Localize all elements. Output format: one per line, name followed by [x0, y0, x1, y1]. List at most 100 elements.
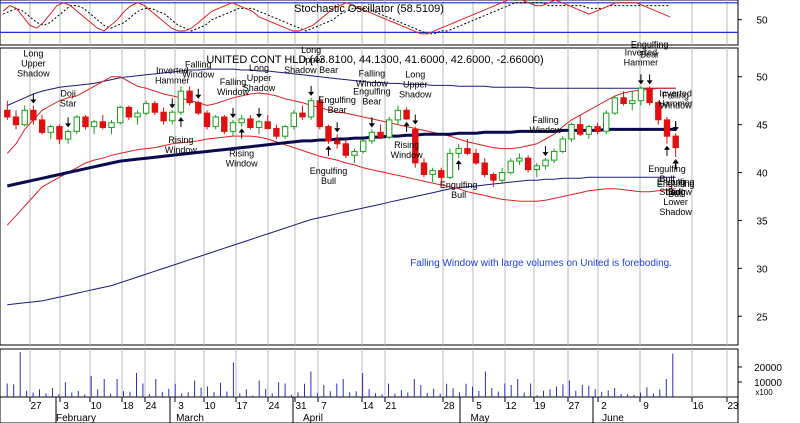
candle-down	[38, 119, 46, 133]
candle-up	[290, 112, 298, 127]
x-tick-label: 12	[505, 401, 517, 412]
annotation-label: Hammer	[155, 75, 190, 85]
envelope-upper-line	[6, 76, 676, 154]
annotation-label: Bull	[451, 190, 466, 200]
candle-up	[629, 100, 636, 105]
x-tick-label: 31	[295, 401, 307, 412]
annotation-label: Engulfing	[648, 164, 686, 174]
annotation-label: Window	[165, 145, 198, 155]
candle-up	[255, 121, 263, 129]
annotation-label: Rising	[229, 149, 254, 159]
candle-down	[186, 90, 193, 104]
candle-up	[134, 112, 141, 118]
annotation-label: Bull	[668, 189, 683, 199]
x-tick-label: 27	[568, 401, 580, 412]
candle-up	[108, 122, 115, 128]
candle-up	[307, 100, 315, 118]
annotation-arrowhead	[325, 145, 332, 150]
candle-up	[21, 109, 28, 126]
date-axis-panel	[0, 396, 739, 423]
candle-down	[342, 143, 350, 156]
annotation-arrowhead	[672, 159, 679, 164]
candle-down	[203, 112, 211, 127]
annotation-label: Engulfing	[318, 95, 356, 105]
candle-down	[464, 148, 471, 154]
annotation-label: Long	[666, 187, 686, 197]
annotation-label: Engulfing	[657, 177, 695, 187]
annotation-arrowhead	[177, 117, 184, 122]
candle-down	[325, 126, 332, 142]
annotation-label: Bear	[362, 96, 381, 106]
candle-down	[151, 103, 159, 113]
x-tick-label: 18	[122, 401, 134, 412]
annotation-arrowhead	[663, 145, 670, 150]
x-tick-label: 10	[90, 401, 102, 412]
annotation-label: Long	[23, 48, 43, 58]
annotation-label: Window	[182, 70, 215, 80]
annotation-label: Shadow	[659, 207, 692, 217]
candle-up	[351, 151, 358, 156]
annotation-label: Falling	[359, 68, 386, 78]
annotation-label: Shadow	[399, 90, 432, 100]
stochastic-k-line	[2, 0, 671, 35]
candle-up	[603, 112, 610, 132]
price-y-label: 30	[756, 264, 768, 275]
annotation-arrowhead	[30, 99, 37, 104]
candle-up	[90, 121, 98, 128]
x-tick-label: 28	[443, 401, 455, 412]
price-y-label: 45	[756, 121, 768, 132]
annotation-label: Falling	[220, 77, 247, 87]
candle-up	[143, 103, 150, 114]
month-label: March	[176, 413, 204, 423]
annotation-arrowhead	[169, 104, 176, 109]
lower-band-line	[7, 176, 676, 306]
annotation-arrowhead	[403, 121, 410, 126]
candle-up	[281, 126, 289, 137]
annotation-label: Bull	[659, 174, 674, 184]
x-tick-label: 2	[601, 401, 607, 412]
annotation-label: Upper	[247, 73, 272, 83]
annotation-arrowhead	[412, 120, 419, 125]
annotation-label: Upper	[21, 58, 46, 68]
annotation-arrowhead	[195, 94, 202, 99]
candle-up	[117, 106, 124, 124]
annotation-label: Star	[60, 98, 77, 108]
annotation-label: Long	[249, 63, 269, 73]
candle-up	[611, 97, 619, 114]
annotation-arrowhead	[672, 127, 679, 132]
candle-down	[594, 126, 601, 132]
candle-down	[12, 116, 20, 126]
x-tick-label: 3	[63, 401, 69, 412]
candle-down	[30, 109, 37, 121]
candle-up	[394, 109, 402, 121]
annotation-arrowhead	[637, 80, 644, 85]
candle-down	[273, 128, 280, 137]
annotation-arrowhead	[230, 113, 237, 118]
price-y-label: 50	[756, 73, 768, 84]
candle-up	[368, 131, 376, 142]
candle-up	[64, 130, 72, 140]
annotation-label: Engulfing	[440, 180, 478, 190]
annotation-label: Hammer	[658, 98, 693, 108]
x-tick-label: 24	[268, 401, 280, 412]
annotation-label: Long	[666, 177, 686, 187]
candle-up	[455, 148, 462, 154]
candle-down	[403, 109, 410, 120]
annotation-label: Shadow Bear	[284, 65, 338, 75]
candle-down	[646, 87, 653, 104]
candle-down	[247, 118, 254, 129]
annotation-label: Upper	[403, 80, 428, 90]
candle-down	[655, 102, 662, 121]
candle-down	[577, 124, 584, 135]
x-tick-label: 21	[385, 401, 397, 412]
candle-down	[334, 140, 341, 145]
candle-down	[125, 106, 133, 118]
month-label: June	[602, 413, 624, 423]
candle-up	[507, 160, 515, 174]
price-y-label: 35	[756, 216, 768, 227]
upper-band-line	[7, 68, 676, 106]
volume-plot	[6, 352, 674, 397]
annotation-label: Falling	[185, 60, 212, 70]
candle-up	[386, 119, 393, 138]
